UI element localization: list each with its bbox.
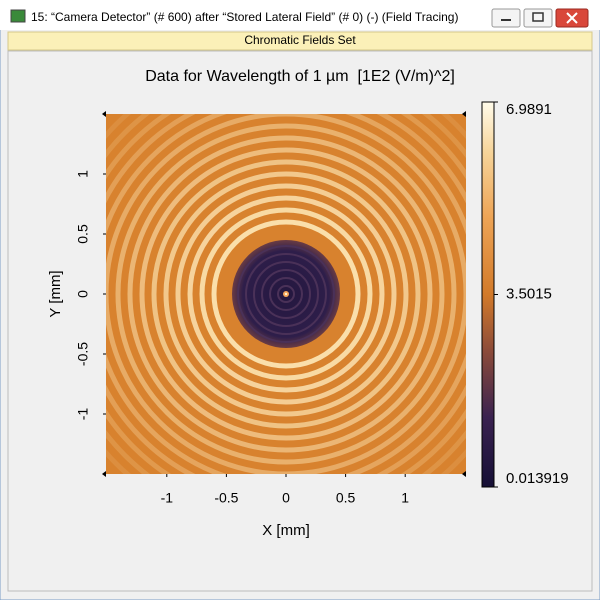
- heatmap: [106, 114, 466, 474]
- ring: [115, 123, 457, 465]
- minimize-button[interactable]: [491, 8, 521, 28]
- y-tick-label: 0: [75, 290, 91, 298]
- colorbar-tick-label: 6.9891: [506, 101, 552, 118]
- y-tick-label: 1: [75, 170, 91, 178]
- y-tick-label: -1: [75, 408, 91, 421]
- corner-mark: [462, 471, 466, 477]
- close-icon: [566, 12, 578, 24]
- y-tick-label: 0.5: [75, 224, 91, 244]
- ring: [151, 159, 421, 429]
- colorbar-tick-label: 3.5015: [506, 285, 552, 302]
- core-ring: [277, 285, 295, 303]
- corner-mark: [462, 111, 466, 117]
- x-tick-label: -0.5: [214, 490, 238, 506]
- window-title: 15: “Camera Detector” (# 600) after “Sto…: [31, 10, 458, 24]
- colorbar-tick-label: 0.013919: [506, 470, 569, 487]
- corner-mark: [102, 471, 106, 477]
- core-ring: [237, 245, 335, 343]
- x-tick-label: 0: [282, 490, 290, 506]
- ring: [127, 135, 445, 453]
- center-dot: [284, 292, 288, 296]
- ring: [139, 147, 433, 441]
- y-tick-label: -0.5: [75, 342, 91, 366]
- core-ring: [245, 253, 327, 335]
- core-ring: [261, 269, 311, 319]
- maximize-icon: [532, 12, 544, 22]
- ring: [211, 219, 361, 369]
- ring: [187, 195, 385, 393]
- maximize-button[interactable]: [523, 8, 553, 28]
- tab-label: Chromatic Fields Set: [244, 33, 356, 47]
- ring: [199, 207, 373, 381]
- corner-mark: [102, 111, 106, 117]
- x-tick-label: -1: [161, 490, 174, 506]
- core-ring: [269, 277, 303, 311]
- colorbar: [481, 101, 495, 488]
- core-ring: [253, 261, 319, 327]
- x-tick-label: 0.5: [336, 490, 356, 506]
- tab[interactable]: [7, 31, 593, 51]
- ring: [175, 183, 397, 405]
- x-tick-label: 1: [401, 490, 409, 506]
- app-icon: [10, 9, 26, 23]
- chart-title: Data for Wavelength of 1 µm [1E2 (V/m)^2…: [145, 68, 455, 85]
- ring: [163, 171, 409, 417]
- x-axis-label: X [mm]: [262, 522, 310, 539]
- y-axis-label: Y [mm]: [47, 270, 64, 317]
